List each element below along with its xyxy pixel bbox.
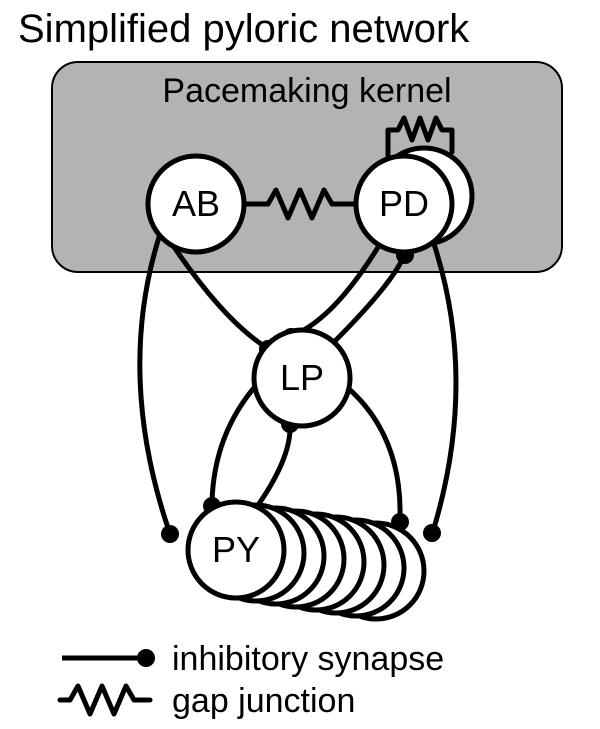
diagram-title: Simplified pyloric network: [18, 7, 470, 51]
legend-inhibitory-dot-icon: [137, 649, 155, 667]
node-LP-label: LP: [280, 357, 324, 398]
inhibitory-terminal-icon: [423, 524, 441, 542]
legend-inhibitory-label: inhibitory synapse: [172, 640, 444, 678]
node-AB-label: AB: [172, 183, 220, 224]
legend-gap-label: gap junction: [172, 682, 355, 720]
pacemaking-kernel-label: Pacemaking kernel: [162, 72, 451, 110]
node-PD-label: PD: [379, 183, 429, 224]
inhibitory-terminal-icon: [161, 525, 179, 543]
node-PY-label: PY: [212, 529, 260, 570]
